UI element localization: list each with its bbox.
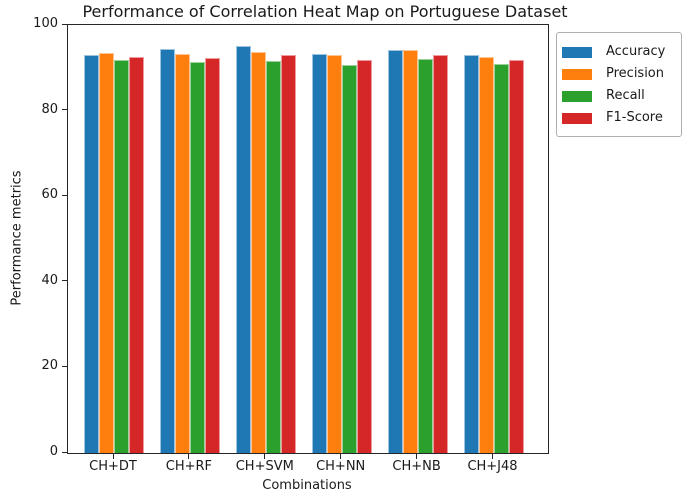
y-tick-mark [62, 451, 67, 453]
legend-item-recall: Recall [562, 85, 672, 107]
bar-recall-ch-rf [189, 61, 205, 453]
y-tick-mark [62, 23, 67, 25]
x-tick-mark [340, 454, 342, 459]
x-tick-mark [112, 454, 114, 459]
bar-recall-ch-nn [341, 65, 357, 453]
bar-recall-ch-dt [114, 60, 129, 453]
bar-f1-score-ch-nn [356, 59, 372, 453]
x-tick-label: CH+SVM [235, 459, 294, 474]
bar-accuracy-ch-j48 [463, 55, 479, 453]
bar-accuracy-ch-svm [235, 46, 251, 453]
legend-label-f1-score: F1-Score [606, 110, 663, 125]
y-tick-label: 60 [41, 187, 58, 203]
y-tick-label: 100 [33, 16, 58, 31]
x-tick-mark [416, 454, 418, 459]
bar-precision-ch-dt [99, 52, 114, 453]
legend-label-recall: Recall [606, 88, 645, 103]
bar-accuracy-ch-nb [387, 50, 403, 453]
y-tick-mark [62, 365, 67, 367]
bar-accuracy-ch-dt [84, 55, 99, 453]
legend-item-precision: Precision [562, 63, 672, 85]
x-tick-label: CH+DT [89, 459, 137, 474]
bar-precision-ch-rf [174, 53, 190, 453]
legend: Accuracy Precision Recall F1-Score [556, 32, 682, 137]
bar-recall-ch-j48 [493, 64, 509, 453]
x-tick-label: CH+NN [316, 459, 366, 474]
x-tick-mark [188, 454, 190, 459]
plot-area [67, 24, 549, 454]
legend-swatch-f1-score [562, 112, 592, 124]
bar-f1-score-ch-nb [432, 55, 448, 453]
x-tick-label: CH+RF [165, 459, 213, 474]
y-tick-label: 20 [41, 358, 58, 374]
y-tick-mark [62, 194, 67, 196]
x-tick-label: CH+J48 [467, 459, 518, 474]
y-tick-label: 40 [41, 272, 58, 288]
y-tick-mark [62, 280, 67, 282]
legend-swatch-accuracy [562, 46, 592, 58]
bar-f1-score-ch-svm [280, 55, 296, 453]
bar-precision-ch-j48 [478, 56, 494, 453]
bar-f1-score-ch-j48 [508, 59, 524, 453]
legend-item-f1-score: F1-Score [562, 107, 672, 129]
legend-swatch-recall [562, 90, 592, 102]
bar-f1-score-ch-dt [129, 56, 144, 453]
bar-recall-ch-svm [265, 60, 281, 453]
bar-accuracy-ch-nn [311, 54, 327, 453]
bar-f1-score-ch-rf [204, 58, 220, 453]
bar-precision-ch-svm [250, 51, 266, 453]
bar-accuracy-ch-rf [159, 49, 175, 453]
x-tick-label: CH+NB [392, 459, 441, 474]
bar-precision-ch-nb [402, 49, 418, 453]
chart-title: Performance of Correlation Heat Map on P… [82, 2, 568, 21]
x-axis-label: Combinations [262, 478, 352, 493]
legend-swatch-precision [562, 68, 592, 80]
bar-precision-ch-nn [326, 55, 342, 453]
bar-recall-ch-nb [417, 59, 433, 453]
x-tick-mark [264, 454, 266, 459]
y-tick-label: 0 [49, 444, 58, 459]
y-tick-mark [62, 109, 67, 111]
y-tick-label: 80 [41, 101, 58, 117]
legend-label-accuracy: Accuracy [606, 44, 666, 59]
x-tick-mark [492, 454, 493, 459]
legend-item-accuracy: Accuracy [562, 41, 672, 63]
legend-label-precision: Precision [606, 66, 665, 81]
